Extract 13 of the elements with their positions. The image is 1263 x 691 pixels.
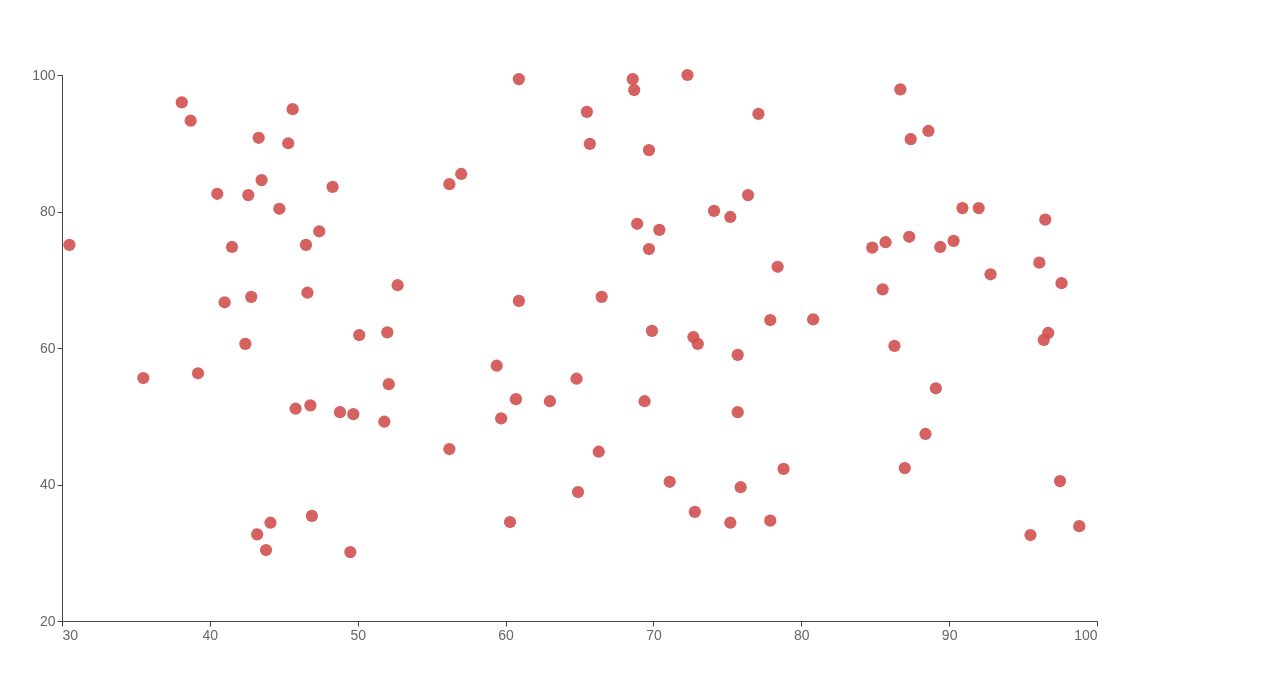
x-tick-label: 90	[941, 626, 958, 643]
x-tick-label: 40	[202, 626, 219, 643]
x-tick-label: 70	[646, 626, 662, 643]
x-tick-label: 100	[1074, 626, 1098, 643]
x-tick-label: 50	[350, 626, 367, 643]
y-tick-label: 40	[39, 476, 56, 492]
y-tick-label: 100	[32, 66, 56, 83]
y-tick-label: 20	[39, 612, 56, 629]
x-tick-label: 30	[62, 626, 79, 643]
y-tick-label: 80	[39, 203, 56, 219]
y-tick-label: 60	[39, 339, 56, 356]
x-tick-label: 60	[498, 626, 515, 643]
x-tick-label: 80	[794, 626, 810, 643]
